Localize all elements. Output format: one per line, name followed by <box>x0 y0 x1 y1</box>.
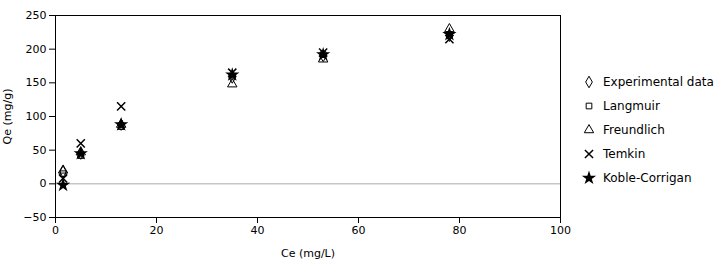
html-text:Freundlich: Freundlich <box>603 122 665 137</box>
svg-text:0: 0 <box>40 177 47 190</box>
svg-text:100: 100 <box>550 224 571 237</box>
svg-text:50: 50 <box>33 144 47 157</box>
svg-text:Ce (mg/L): Ce (mg/L) <box>281 247 335 259</box>
svg-text:−50: −50 <box>23 211 46 224</box>
html-text:Langmuir: Langmuir <box>603 98 660 113</box>
svg-text:20: 20 <box>150 224 164 237</box>
svg-text:40: 40 <box>251 224 265 237</box>
svg-text:250: 250 <box>26 9 47 22</box>
svg-text:200: 200 <box>26 43 47 56</box>
svg-text:80: 80 <box>453 224 467 237</box>
html-text:Koble-Corrigan: Koble-Corrigan <box>603 170 692 185</box>
svg-text:100: 100 <box>26 110 47 123</box>
svg-text:Qe (mg/g): Qe (mg/g) <box>1 89 14 145</box>
svg-text:0: 0 <box>52 224 59 237</box>
svg-text:60: 60 <box>352 224 366 237</box>
svg-text:150: 150 <box>26 76 47 89</box>
html-text:Experimental data: Experimental data <box>603 74 714 89</box>
html-text:Temkin: Temkin <box>603 146 646 161</box>
